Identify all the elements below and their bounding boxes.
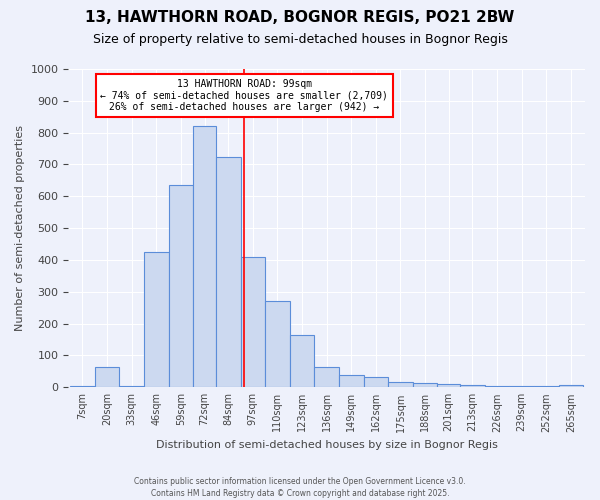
Bar: [364, 377, 388, 388]
Bar: [70, 386, 95, 388]
Bar: [437, 384, 460, 388]
Bar: [460, 385, 485, 388]
Bar: [265, 302, 290, 388]
Bar: [216, 156, 241, 388]
Bar: [193, 126, 216, 388]
Text: Contains HM Land Registry data © Crown copyright and database right 2025.: Contains HM Land Registry data © Crown c…: [151, 488, 449, 498]
Bar: [413, 382, 437, 388]
Text: Contains public sector information licensed under the Open Government Licence v3: Contains public sector information licen…: [134, 477, 466, 486]
Bar: [290, 335, 314, 388]
Bar: [388, 382, 413, 388]
Y-axis label: Number of semi-detached properties: Number of semi-detached properties: [15, 125, 25, 331]
Text: 13, HAWTHORN ROAD, BOGNOR REGIS, PO21 2BW: 13, HAWTHORN ROAD, BOGNOR REGIS, PO21 2B…: [85, 10, 515, 25]
Bar: [559, 385, 583, 388]
Bar: [339, 374, 364, 388]
Bar: [534, 386, 559, 388]
Bar: [241, 257, 265, 388]
Bar: [144, 252, 169, 388]
Bar: [314, 368, 339, 388]
Bar: [485, 386, 509, 388]
Text: Size of property relative to semi-detached houses in Bognor Regis: Size of property relative to semi-detach…: [92, 32, 508, 46]
Bar: [119, 386, 144, 388]
Bar: [169, 185, 193, 388]
Bar: [95, 368, 119, 388]
Text: 13 HAWTHORN ROAD: 99sqm
← 74% of semi-detached houses are smaller (2,709)
26% of: 13 HAWTHORN ROAD: 99sqm ← 74% of semi-de…: [100, 79, 388, 112]
Bar: [509, 386, 534, 388]
X-axis label: Distribution of semi-detached houses by size in Bognor Regis: Distribution of semi-detached houses by …: [156, 440, 497, 450]
